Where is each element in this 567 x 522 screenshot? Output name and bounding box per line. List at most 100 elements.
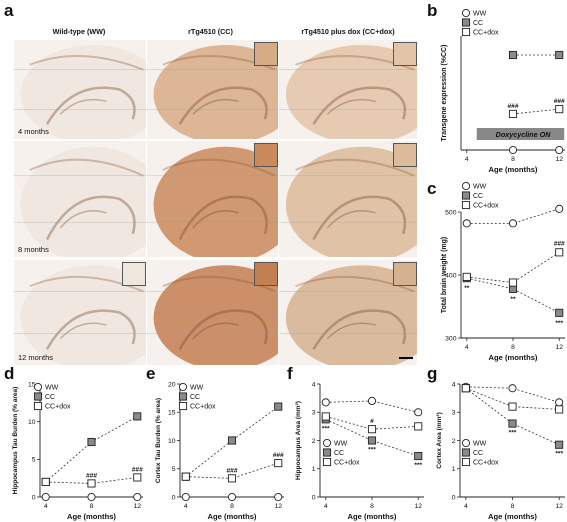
chart-g-significance: *** bbox=[555, 451, 563, 458]
micrograph-cc-row2 bbox=[147, 141, 278, 257]
chart-e-x-tick-label: 4 bbox=[184, 503, 188, 510]
chart-f-legend-label: CC+dox bbox=[334, 460, 360, 467]
chart-d-point bbox=[87, 479, 96, 488]
chart-d-point bbox=[133, 473, 142, 482]
chart-e-point bbox=[274, 459, 283, 468]
chart-c-significance: ** bbox=[510, 296, 516, 303]
chart-e-y-tick-label: 15 bbox=[168, 410, 176, 417]
row-age-label: 8 months bbox=[18, 245, 49, 254]
chart-d-y-tick-label: 5 bbox=[32, 457, 36, 464]
chart-b-point bbox=[555, 50, 564, 60]
chart-c-point bbox=[462, 219, 471, 228]
chart-d-y-label: Hippocampus Tau Burden (% area) bbox=[12, 387, 19, 495]
chart-f-x-tick-label: 12 bbox=[414, 503, 422, 510]
scale-bar bbox=[399, 357, 413, 359]
chart-c-y-tick-label: 300 bbox=[445, 335, 457, 342]
chart-g-point bbox=[555, 398, 564, 407]
chart-g-x-tick-label: 8 bbox=[511, 503, 515, 510]
column-title-cc: rTg4510 (CC) bbox=[188, 27, 233, 36]
micrograph-dox-row1 bbox=[279, 40, 417, 139]
micrograph-inset bbox=[393, 143, 417, 167]
chart-f-y-label: Hippocampus Area (mm²) bbox=[295, 401, 302, 480]
chart-e-point bbox=[181, 472, 190, 481]
chart-e-point bbox=[227, 492, 237, 502]
chart-b-significance: ### bbox=[554, 98, 565, 105]
chart-f-significance: # bbox=[370, 418, 374, 425]
chart-f-series-ww bbox=[325, 400, 419, 413]
chart-g-legend-marker bbox=[461, 457, 471, 467]
chart-e-significance: ### bbox=[226, 467, 237, 474]
panel-letter-b: b bbox=[427, 1, 438, 20]
chart-f-point bbox=[367, 396, 377, 406]
chart-d-x-tick-label: 12 bbox=[133, 503, 141, 510]
chart-e-y-tick-label: 20 bbox=[168, 381, 176, 388]
chart-c-x-tick-label: 8 bbox=[511, 344, 515, 351]
chart-b-point bbox=[508, 109, 518, 118]
micrograph-ww-row2: 8 months bbox=[14, 141, 146, 257]
chart-d-significance: ### bbox=[86, 472, 97, 479]
chart-b-x-tick-label: 12 bbox=[555, 156, 563, 163]
chart-b-legend-marker bbox=[461, 8, 471, 18]
chart-b-x-tick-label: 4 bbox=[465, 156, 469, 163]
chart-b-point bbox=[508, 145, 518, 155]
micrograph-ww-row3: 12 months bbox=[14, 260, 146, 365]
chart-e-legend-label: WW bbox=[190, 385, 204, 392]
chart-c-point bbox=[555, 308, 564, 317]
chart-c-y-tick-label: 500 bbox=[445, 209, 457, 216]
chart-e-legend-marker bbox=[178, 392, 188, 401]
chart-e-y-label: Cortex Tau Burden (% area) bbox=[155, 398, 162, 483]
chart-g-point bbox=[508, 419, 517, 428]
chart-c-point bbox=[462, 272, 471, 281]
panel-letter-c: c bbox=[427, 179, 437, 198]
chart-f-x-tick-label: 4 bbox=[324, 503, 328, 510]
column-title-ww: Wild-type (WW) bbox=[52, 27, 106, 36]
chart-f-point bbox=[414, 451, 423, 461]
chart-f-point bbox=[321, 412, 330, 421]
chart-c-legend-marker bbox=[461, 181, 471, 191]
micrograph-inset bbox=[393, 42, 417, 66]
chart-d-y-tick-label: 10 bbox=[28, 419, 36, 426]
chart-g-y-tick-label: 3 bbox=[452, 410, 456, 417]
chart-g-legend-label: CC bbox=[473, 450, 483, 457]
chart-g-y-tick-label: 0 bbox=[452, 494, 456, 501]
chart-d-point bbox=[87, 492, 96, 502]
chart-b-legend-marker bbox=[461, 18, 471, 27]
micrograph-cc-row3 bbox=[147, 260, 278, 365]
chart-d-legend-marker bbox=[33, 401, 43, 411]
chart-f-y-tick-label: 4 bbox=[312, 381, 316, 388]
column-title-ccdox: rTg4510 plus dox (CC+dox) bbox=[301, 27, 395, 36]
chart-e-x-label: Age (months) bbox=[208, 512, 257, 521]
chart-d-legend-label: WW bbox=[45, 385, 59, 392]
chart-c-point bbox=[508, 278, 518, 287]
chart-c-x-tick-label: 4 bbox=[465, 344, 469, 351]
chart-e-y-tick-label: 0 bbox=[172, 494, 176, 501]
chart-e-significance: ### bbox=[273, 452, 284, 459]
chart-c-y-tick-label: 400 bbox=[445, 272, 457, 279]
chart-b-y-label: Transgene expression (%CC) bbox=[441, 45, 448, 142]
chart-d-y-tick-label: 0 bbox=[32, 494, 36, 501]
chart-g-x-tick-label: 12 bbox=[555, 503, 563, 510]
chart-c-legend-label: CC+dox bbox=[473, 203, 499, 210]
chart-c-point bbox=[555, 248, 564, 257]
chart-e-y-tick-label: 10 bbox=[168, 438, 176, 445]
chart-c-legend-marker bbox=[461, 191, 471, 200]
chart-e-point bbox=[227, 474, 237, 483]
chart-e-legend-label: CC bbox=[190, 394, 200, 401]
chart-b-x-label: Age (months) bbox=[489, 165, 538, 174]
panel-letter-a: a bbox=[4, 1, 14, 20]
chart-c-legend-label: WW bbox=[473, 184, 487, 191]
panel-letter-d: d bbox=[4, 364, 15, 383]
chart-d-x-tick-label: 8 bbox=[90, 503, 94, 510]
chart-g-legend-marker bbox=[461, 448, 471, 457]
micrograph-inset bbox=[254, 42, 278, 66]
chart-g-point bbox=[555, 405, 564, 414]
chart-d-point bbox=[133, 492, 142, 502]
chart-d-legend-marker bbox=[33, 382, 43, 392]
chart-e-point bbox=[274, 492, 283, 502]
micrograph-cc-row1 bbox=[147, 40, 278, 139]
chart-c-x-label: Age (months) bbox=[489, 353, 538, 362]
doxycycline-label: Doxycycline ON bbox=[496, 130, 552, 139]
panel-letter-e: e bbox=[146, 364, 156, 383]
row-age-label: 4 months bbox=[18, 127, 49, 136]
chart-g-series-cc-dox bbox=[465, 387, 560, 410]
